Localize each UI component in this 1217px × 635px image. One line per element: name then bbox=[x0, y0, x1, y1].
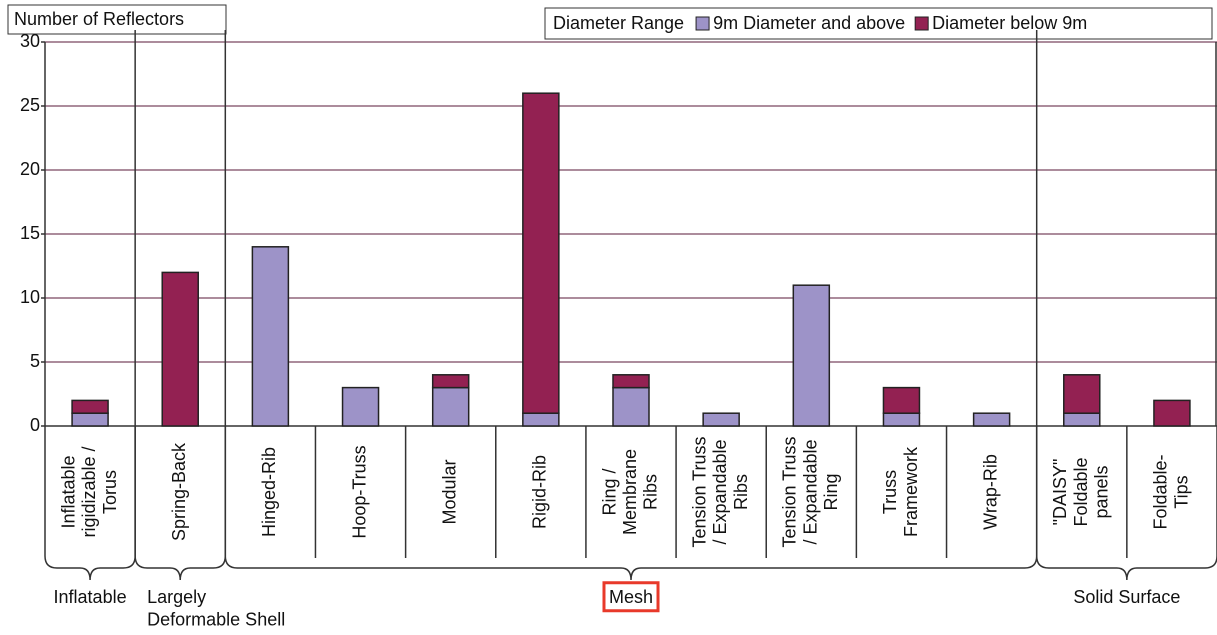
group-brace bbox=[134, 426, 227, 581]
x-tick-label: Tension Truss/ ExpandableRing bbox=[779, 436, 840, 547]
x-tick-label: Spring-Back bbox=[169, 442, 189, 541]
y-label-box bbox=[7, 4, 227, 35]
group-brace bbox=[44, 426, 136, 581]
bar-segment bbox=[612, 374, 650, 389]
bar-segment bbox=[431, 386, 470, 427]
y-tick-label: 5 bbox=[30, 351, 40, 371]
bar-segment bbox=[161, 271, 199, 427]
y-tick-label: 20 bbox=[20, 159, 40, 179]
bar-segment bbox=[251, 246, 290, 427]
bar-segment bbox=[972, 412, 1011, 427]
bar-segment bbox=[522, 92, 560, 414]
group-brace bbox=[1035, 426, 1217, 581]
x-tick-label: Modular bbox=[439, 459, 459, 524]
bar-segment bbox=[341, 386, 380, 427]
bar-segment bbox=[522, 412, 560, 427]
y-tick-label: 0 bbox=[30, 415, 40, 435]
y-tick-label: 15 bbox=[20, 223, 40, 243]
bar-segment bbox=[882, 386, 921, 414]
bar-segment bbox=[71, 412, 109, 427]
legend-swatch bbox=[914, 16, 929, 31]
x-tick-label: Wrap-Rib bbox=[980, 454, 1000, 530]
bar-segment bbox=[431, 374, 470, 389]
bar-segment bbox=[1063, 374, 1101, 414]
y-tick-label: 30 bbox=[20, 31, 40, 51]
legend-swatch bbox=[695, 16, 710, 31]
x-tick-label: Ring /MembraneRibs bbox=[599, 449, 660, 535]
group-label: Mesh bbox=[609, 587, 653, 607]
bar-segment bbox=[71, 399, 109, 414]
x-tick-label: Foldable-Tips bbox=[1150, 454, 1191, 529]
x-tick-label: "DAISY"Foldablepanels bbox=[1050, 457, 1111, 526]
x-tick-label: Hoop-Truss bbox=[349, 445, 369, 538]
group-label: Largely Deformable Shell bbox=[147, 587, 285, 630]
x-tick-label: TrussFramework bbox=[880, 446, 921, 537]
legend-label: 9m Diameter and above bbox=[713, 13, 905, 33]
group-label: Inflatable bbox=[54, 587, 127, 607]
bar-segment bbox=[882, 412, 921, 427]
y-axis-label: Number of Reflectors bbox=[14, 9, 184, 29]
group-label: Solid Surface bbox=[1073, 587, 1180, 607]
x-tick-label: Inflatablerigidizable /Torus bbox=[58, 446, 119, 537]
legend-box bbox=[544, 7, 1213, 40]
x-tick-label: Hinged-Rib bbox=[259, 447, 279, 537]
bar-segment bbox=[1153, 399, 1191, 427]
bar-segment bbox=[1063, 412, 1101, 427]
group-highlight bbox=[602, 581, 660, 613]
y-tick-label: 10 bbox=[20, 287, 40, 307]
legend-label: Diameter below 9m bbox=[932, 13, 1087, 33]
bar-segment bbox=[702, 412, 740, 427]
legend-title: Diameter Range bbox=[553, 13, 684, 33]
x-tick-label: Rigid-Rib bbox=[530, 455, 550, 529]
bar-segment bbox=[612, 386, 650, 427]
y-tick-label: 25 bbox=[20, 95, 40, 115]
group-brace bbox=[224, 426, 1038, 581]
bar-segment bbox=[792, 284, 831, 427]
x-tick-label: Tension Truss/ ExpandableRibs bbox=[689, 436, 750, 547]
